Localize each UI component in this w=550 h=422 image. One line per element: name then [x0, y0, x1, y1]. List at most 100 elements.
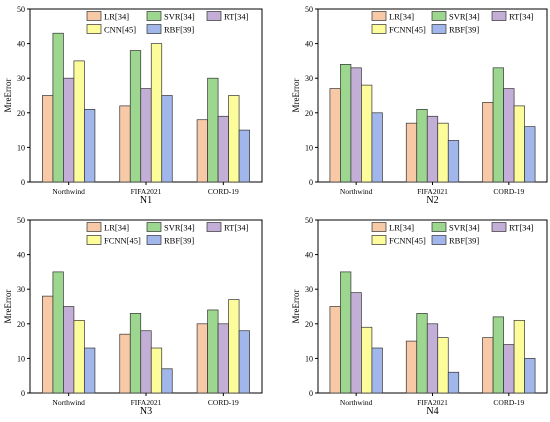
legend-swatch	[371, 235, 387, 245]
bar	[119, 105, 131, 183]
bar	[361, 326, 373, 394]
y-tick-label: 30	[17, 74, 25, 83]
bar	[63, 306, 75, 394]
bar	[524, 358, 536, 394]
bar	[63, 77, 75, 183]
bar	[482, 102, 494, 183]
legend-label: RT[34]	[224, 223, 249, 233]
bar	[405, 122, 418, 183]
chart-panel-1: 0 10 20 30 40 50 MreError Northwind FIFA2021 CORD…	[3, 5, 263, 206]
bar	[437, 122, 449, 183]
y-tick-label: 20	[17, 109, 25, 118]
bar	[207, 77, 219, 183]
bar	[217, 115, 229, 183]
y-tick-label: 40	[17, 40, 25, 49]
y-tick-label: 30	[17, 285, 25, 294]
bar	[42, 295, 54, 394]
bar	[140, 88, 152, 183]
legend-label: LR[34]	[104, 223, 129, 233]
legend-swatch	[371, 24, 387, 34]
y-tick-label: 0	[309, 389, 313, 398]
legend-label: LR[34]	[389, 223, 414, 233]
legend-swatch	[431, 24, 447, 34]
bar	[513, 319, 525, 394]
legend-swatch	[206, 11, 222, 21]
bar	[350, 67, 362, 183]
y-tick-label: 10	[305, 354, 313, 363]
y-tick-label: 10	[17, 143, 25, 152]
bar	[129, 313, 142, 394]
y-tick-label: 20	[305, 320, 313, 329]
y-tick-label: 0	[21, 389, 25, 398]
bar	[161, 95, 173, 183]
bar	[73, 60, 85, 183]
x-tick-label: FIFA2021	[417, 187, 448, 196]
legend-swatch	[146, 11, 162, 21]
y-tick-label: 40	[17, 251, 25, 260]
bar	[207, 309, 219, 394]
y-tick-label: 50	[17, 216, 25, 225]
legend-label: SVR[34]	[449, 12, 480, 22]
bar	[416, 108, 428, 183]
legend-swatch	[206, 222, 222, 232]
legend-swatch	[86, 222, 102, 232]
y-tick-label: 20	[17, 320, 25, 329]
legend-swatch	[146, 235, 162, 245]
bar	[426, 323, 439, 394]
bar	[52, 32, 64, 183]
legend-swatch	[86, 11, 102, 21]
bar	[426, 115, 439, 183]
y-tick-label: 40	[305, 40, 313, 49]
legend-swatch	[146, 222, 162, 232]
bar	[492, 67, 504, 183]
bar	[238, 330, 250, 394]
bar	[42, 95, 54, 183]
legend-swatch	[371, 222, 387, 232]
y-tick-label: 20	[305, 109, 313, 118]
legend-label: CNN[45]	[104, 25, 136, 35]
bar	[361, 84, 373, 183]
y-tick-label: 50	[305, 216, 313, 225]
legend-swatch	[491, 222, 507, 232]
y-tick-label: 0	[309, 178, 313, 187]
chart-panel-2: 0 10 20 30 40 50 MreError Northwind FIFA2021 CORD…	[291, 5, 548, 206]
legend-label: RBF[39]	[449, 236, 479, 246]
y-axis-label: MreError	[291, 290, 301, 324]
bar	[513, 105, 525, 183]
x-tick-label: CORD-19	[208, 398, 239, 407]
x-tick-label: FIFA2021	[417, 398, 448, 407]
bar	[437, 337, 449, 394]
legend-swatch	[86, 235, 102, 245]
legend-label: FCNN[45]	[389, 25, 426, 35]
x-tick-label: FIFA2021	[131, 398, 162, 407]
x-tick-label: Northwind	[340, 187, 373, 196]
bar	[238, 129, 250, 183]
x-tick-label: CORD-19	[493, 398, 524, 407]
bar	[217, 323, 229, 394]
bar	[228, 299, 240, 394]
bar	[329, 306, 341, 394]
bar	[405, 340, 418, 394]
panel-title: N1	[140, 195, 152, 206]
y-axis-label: MreError	[291, 79, 301, 113]
legend-label: SVR[34]	[164, 223, 195, 233]
legend-label: RT[34]	[224, 12, 249, 22]
legend-swatch	[431, 235, 447, 245]
bar	[371, 112, 383, 183]
legend-label: LR[34]	[104, 12, 129, 22]
y-tick-label: 10	[17, 354, 25, 363]
bar	[350, 292, 362, 394]
x-tick-label: Northwind	[340, 398, 373, 407]
legend-label: RBF[39]	[164, 25, 194, 35]
legend-swatch	[146, 24, 162, 34]
bar	[482, 337, 494, 394]
bar	[340, 64, 352, 183]
y-axis-label: MreError	[3, 79, 13, 113]
bar	[340, 271, 352, 394]
legend-swatch	[431, 11, 447, 21]
y-tick-label: 30	[305, 74, 313, 83]
bar	[371, 347, 383, 394]
legend-label: FCNN[45]	[389, 236, 426, 246]
legend-label: RBF[39]	[164, 236, 194, 246]
